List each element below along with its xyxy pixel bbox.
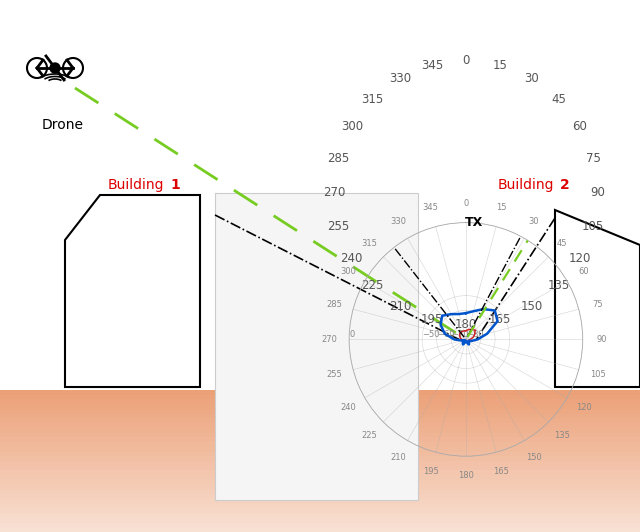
Text: 180: 180 — [455, 318, 477, 331]
Bar — [0, 513, 640, 518]
Text: TX: TX — [465, 216, 483, 229]
Text: Drone: Drone — [42, 118, 84, 132]
Bar — [0, 447, 640, 452]
Text: 345: 345 — [420, 59, 443, 72]
Text: 15: 15 — [493, 59, 508, 72]
Text: 1: 1 — [170, 178, 180, 192]
Bar — [0, 456, 640, 461]
Text: 0: 0 — [462, 54, 470, 67]
Text: 255: 255 — [328, 220, 349, 233]
Bar — [0, 470, 640, 475]
Bar — [0, 480, 640, 485]
Text: 195: 195 — [420, 313, 443, 327]
Text: 75: 75 — [586, 152, 601, 165]
Text: 210: 210 — [389, 300, 412, 313]
Text: 135: 135 — [548, 279, 570, 292]
Text: 330: 330 — [389, 72, 411, 85]
Bar — [0, 423, 640, 428]
Bar — [0, 527, 640, 532]
Bar — [0, 395, 640, 400]
Bar — [0, 442, 640, 447]
Bar — [0, 461, 640, 466]
Bar — [0, 400, 640, 404]
Text: 30: 30 — [524, 72, 539, 85]
Bar — [0, 522, 640, 527]
Bar — [0, 494, 640, 499]
Bar — [0, 414, 640, 418]
Bar — [0, 404, 640, 409]
Bar — [215, 193, 418, 500]
Bar — [0, 428, 640, 433]
Text: 285: 285 — [328, 152, 349, 165]
Bar — [0, 518, 640, 522]
Text: Building: Building — [108, 178, 164, 192]
Text: 165: 165 — [489, 313, 511, 327]
Bar — [0, 499, 640, 504]
Text: 2: 2 — [560, 178, 570, 192]
Text: 105: 105 — [582, 220, 604, 233]
Bar — [0, 485, 640, 489]
Bar — [0, 504, 640, 509]
Bar — [0, 452, 640, 456]
Bar — [0, 433, 640, 437]
Bar — [0, 475, 640, 480]
Text: 240: 240 — [340, 252, 363, 265]
Bar — [0, 437, 640, 442]
Text: 300: 300 — [340, 120, 363, 133]
Text: 60: 60 — [573, 120, 588, 133]
Bar — [0, 418, 640, 423]
Bar — [0, 466, 640, 470]
Text: Building: Building — [498, 178, 554, 192]
Text: 120: 120 — [569, 252, 591, 265]
Bar — [0, 509, 640, 513]
Text: 270: 270 — [323, 186, 346, 199]
Bar — [0, 390, 640, 395]
Circle shape — [50, 63, 60, 73]
Text: 150: 150 — [521, 300, 543, 313]
Text: 225: 225 — [362, 279, 384, 292]
Text: 45: 45 — [552, 93, 566, 106]
Bar — [0, 409, 640, 414]
Text: 90: 90 — [590, 186, 605, 199]
Bar — [0, 489, 640, 494]
Text: 315: 315 — [362, 93, 384, 106]
